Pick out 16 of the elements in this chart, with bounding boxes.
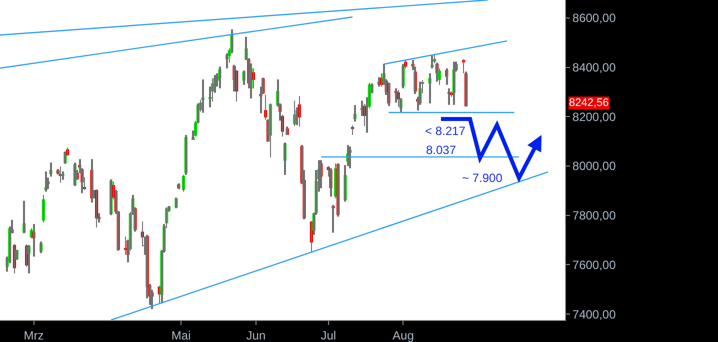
annotation: ~ 7.900 [462,171,503,185]
y-tick-label: 7600,00 [572,258,616,272]
text: 8242,56 [569,97,609,109]
x-tick-label: Mai [171,328,191,342]
y-tick-label: 7800,00 [572,208,616,223]
annotation: 8.037 [426,143,456,157]
y-tick-label: 8600,00 [572,11,616,26]
annotation: < 8.217 [425,124,466,138]
y-tick-label: 8200,00 [572,110,616,124]
y-tick-label: 7400,00 [572,307,616,322]
x-tick-label: Mrz [24,328,44,342]
x-tick-label: Aug [392,328,414,342]
x-tick-label: Jun [246,328,266,342]
y-tick-label: 8400,00 [572,60,616,75]
x-tick-label: Jul [320,328,336,342]
y-tick-label: 8000,00 [572,159,616,174]
